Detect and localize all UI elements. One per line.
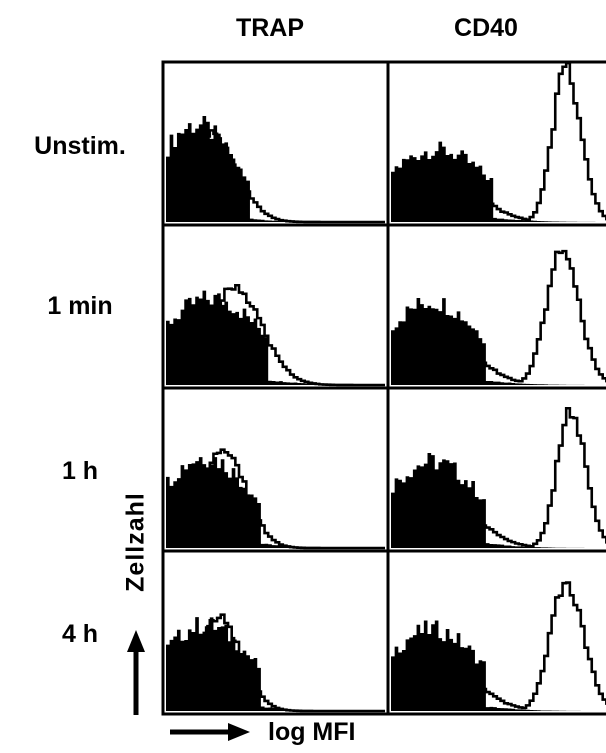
y-axis-arrow [127,630,145,715]
isotype-histogram [391,452,606,548]
column-header-cd40: CD40 [454,14,518,42]
panel-cd40-1 [391,61,606,222]
row-label-1h: 1 h [61,457,99,485]
isotype-histogram [166,457,385,548]
panel-trap-1 [166,115,385,224]
row-label-unstim: Unstim. [34,132,126,160]
panel-cd40-2 [391,249,606,385]
row-label-4h: 4 h [61,620,99,648]
panel-trap-3 [166,448,385,550]
stained-histogram [391,406,606,548]
isotype-histogram [391,297,606,385]
isotype-histogram [391,141,606,222]
y-axis: Zellzahl [116,480,156,720]
isotype-histogram [166,617,385,711]
grid-frame [161,60,606,716]
stained-histogram [391,581,606,710]
row-label-1min: 1 min [47,292,113,320]
x-axis: log MFI [168,716,468,750]
panel-trap-2 [166,283,385,387]
stained-histogram [166,129,385,224]
x-axis-label: log MFI [268,718,356,746]
isotype-histogram [166,290,385,385]
panel-cd40-4 [391,581,606,711]
isotype-histogram [166,115,385,222]
stained-histogram [166,283,385,387]
x-axis-arrow [170,723,250,741]
column-header-trap: TRAP [235,14,305,42]
stained-histogram [166,448,385,550]
stained-histogram [166,613,385,713]
isotype-histogram [391,620,606,711]
panel-trap-4 [166,613,385,713]
stained-histogram [391,61,606,221]
stained-histogram [391,249,606,383]
panel-cd40-3 [391,406,606,548]
